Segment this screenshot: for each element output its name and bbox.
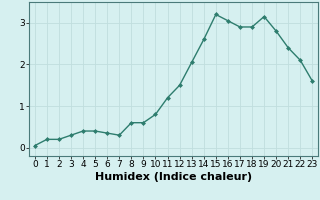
X-axis label: Humidex (Indice chaleur): Humidex (Indice chaleur) <box>95 172 252 182</box>
